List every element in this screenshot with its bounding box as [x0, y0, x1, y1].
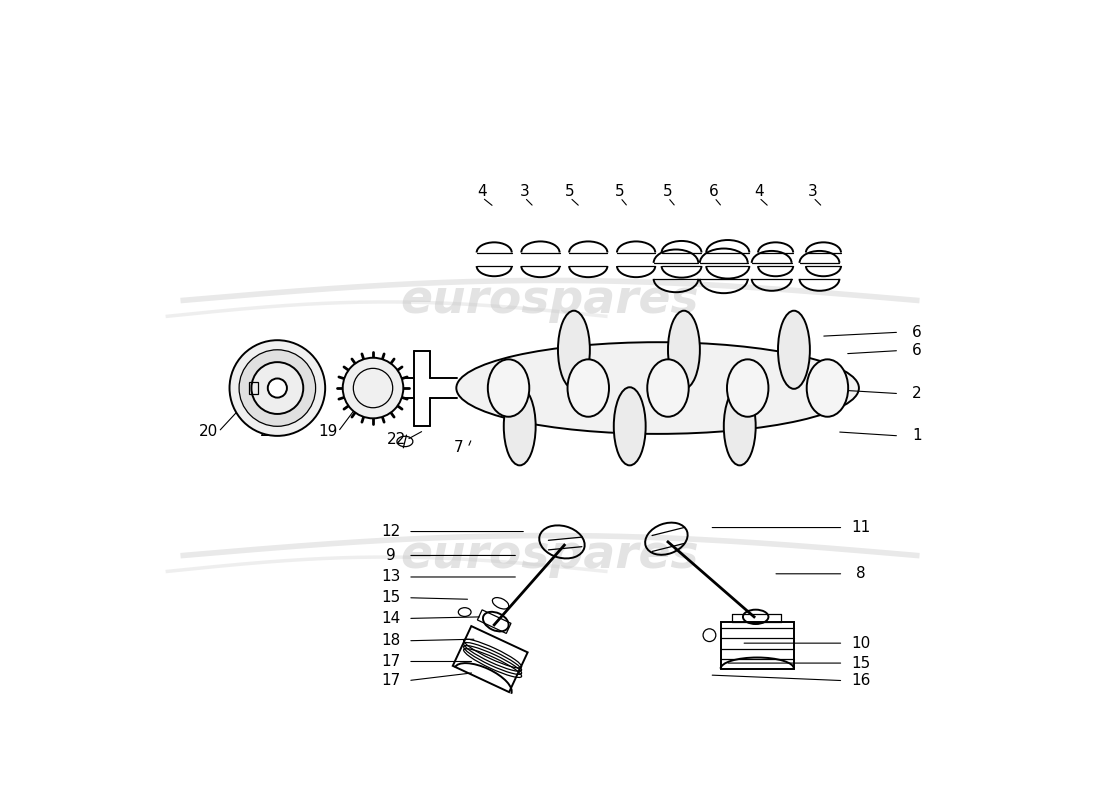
Ellipse shape	[647, 359, 689, 417]
Text: 12: 12	[381, 524, 400, 539]
Ellipse shape	[456, 342, 859, 434]
Text: 7: 7	[453, 440, 463, 455]
Text: 5: 5	[663, 184, 673, 198]
Text: 21: 21	[260, 424, 279, 439]
Text: 3: 3	[519, 184, 529, 198]
Text: 2: 2	[912, 386, 922, 401]
Ellipse shape	[614, 387, 646, 466]
Text: 5: 5	[565, 184, 574, 198]
Text: 1: 1	[912, 428, 922, 443]
Ellipse shape	[239, 350, 316, 426]
Text: eurospares: eurospares	[400, 278, 700, 323]
Text: 14: 14	[381, 611, 400, 626]
Ellipse shape	[343, 358, 404, 418]
Text: 19: 19	[319, 424, 338, 439]
Text: 15: 15	[851, 655, 870, 670]
Text: 11: 11	[851, 520, 870, 535]
Ellipse shape	[230, 340, 326, 436]
Text: 9: 9	[386, 548, 395, 563]
Text: 6: 6	[912, 343, 922, 358]
Text: 22: 22	[387, 432, 407, 447]
Text: 16: 16	[851, 673, 870, 688]
Text: 15: 15	[381, 590, 400, 606]
Text: 10: 10	[851, 636, 870, 650]
Text: 4: 4	[477, 184, 487, 198]
Text: 17: 17	[381, 654, 400, 669]
Text: eurospares: eurospares	[400, 533, 700, 578]
Ellipse shape	[558, 310, 590, 389]
Ellipse shape	[487, 359, 529, 417]
Text: 6: 6	[912, 325, 922, 340]
Ellipse shape	[724, 387, 756, 466]
Text: 8: 8	[856, 566, 866, 582]
Ellipse shape	[504, 387, 536, 466]
Ellipse shape	[267, 378, 287, 398]
Text: 6: 6	[710, 184, 719, 198]
Ellipse shape	[806, 359, 848, 417]
Ellipse shape	[727, 359, 769, 417]
Text: 13: 13	[381, 570, 400, 585]
Text: 5: 5	[615, 184, 625, 198]
Text: 17: 17	[381, 673, 400, 688]
Ellipse shape	[568, 359, 609, 417]
Ellipse shape	[252, 362, 304, 414]
Ellipse shape	[668, 310, 700, 389]
Text: 20: 20	[199, 424, 219, 439]
Text: 3: 3	[808, 184, 818, 198]
Ellipse shape	[778, 310, 810, 389]
Text: 4: 4	[755, 184, 763, 198]
Text: 18: 18	[381, 634, 400, 648]
